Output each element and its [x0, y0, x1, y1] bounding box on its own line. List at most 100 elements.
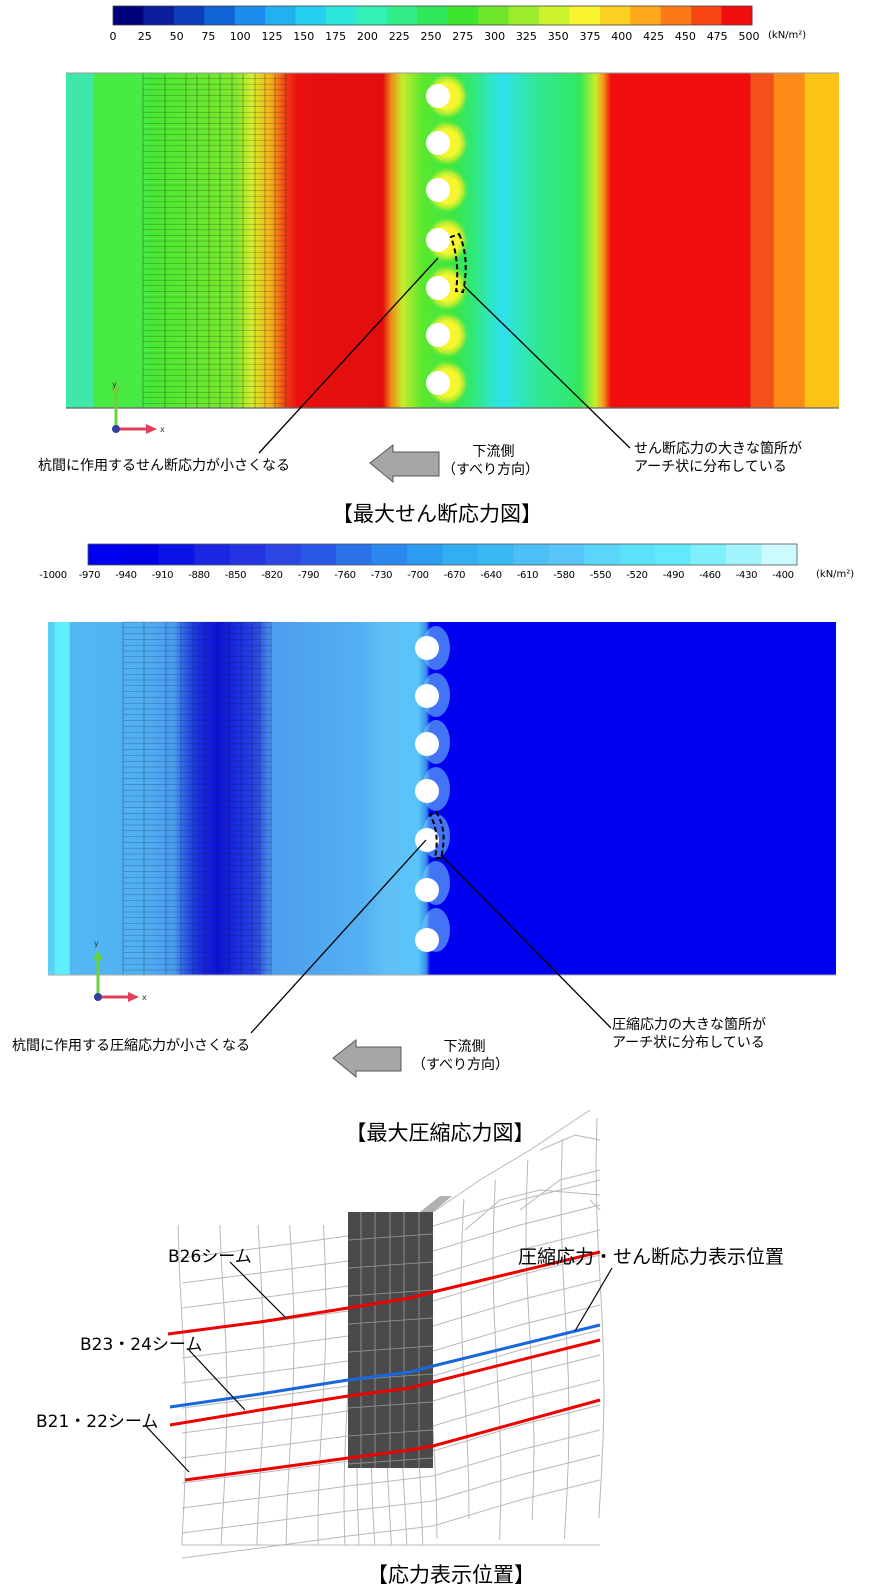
shear-legend-tick: 0 — [109, 30, 117, 43]
pile-circle — [415, 684, 439, 708]
comp-legend-swatch — [371, 544, 408, 565]
pile-circle — [426, 131, 450, 155]
axis-triad-icon — [111, 382, 157, 434]
shear-legend-swatch — [265, 6, 297, 25]
comp-legend-tick: -430 — [735, 570, 758, 581]
shear-legend-swatch — [295, 6, 327, 25]
shear-right-annotation-line1: せん断応力の大きな箇所が — [634, 441, 802, 457]
comp-legend-swatch — [336, 544, 373, 565]
seam-line-b21-22 — [184, 1398, 601, 1482]
shear-right-leader — [463, 285, 631, 449]
pile-circle — [426, 276, 450, 300]
shear-legend-bar — [112, 5, 753, 26]
pile-circle — [426, 84, 450, 108]
shear-legend-tick: 100 — [229, 30, 251, 43]
comp-legend-swatch — [548, 544, 585, 565]
downstream-arrow-icon — [332, 1038, 402, 1079]
comp-legend-swatch — [655, 544, 692, 565]
pile-block — [347, 1212, 434, 1468]
comp-legend-swatch — [690, 544, 727, 565]
comp-legend-swatch — [619, 544, 656, 565]
display-position-line — [169, 1323, 601, 1409]
comp-caption: 【最大圧縮応力図】 — [345, 1121, 535, 1145]
b26-leader — [229, 1261, 288, 1320]
shear-legend-tick: 75 — [201, 30, 216, 43]
comp-legend-tick: -790 — [297, 570, 320, 581]
pile-circle — [426, 371, 450, 395]
comp-legend-tick: -910 — [151, 570, 174, 581]
comp-legend-bar — [87, 543, 798, 566]
comp-right-annotation-line1: 圧縮応力の大きな箇所が — [612, 1017, 766, 1033]
shear-legend-swatch — [234, 6, 266, 25]
pile-circle — [415, 732, 439, 756]
shear-legend-swatch — [508, 6, 540, 25]
display-leader — [574, 1267, 613, 1332]
comp-left-leader — [250, 839, 427, 1034]
comp-legend-tick: -1000 — [39, 570, 67, 581]
comp-legend-swatch — [194, 544, 231, 565]
comp-legend-tick: -670 — [443, 570, 466, 581]
shear-legend-tick: 150 — [293, 30, 315, 43]
pile-circle — [415, 928, 439, 952]
pile-circle — [426, 323, 450, 347]
comp-legend-swatch — [123, 544, 160, 565]
pile-circle — [426, 178, 450, 202]
comp-legend-tick: -400 — [772, 570, 794, 581]
comp-legend-tick: -940 — [115, 570, 137, 581]
comp-legend-swatch — [407, 544, 443, 565]
shear-mesh-grid — [142, 72, 287, 408]
shear-legend-swatch — [478, 6, 510, 25]
label-b23-24: B23・24シーム — [80, 1335, 203, 1355]
comp-downstream-label: 下流側 （すべり方向） — [412, 1038, 509, 1074]
shear-legend-swatch — [539, 6, 570, 25]
shear-left-annotation: 杭間に作用するせん断応力が小さくなる — [38, 458, 290, 474]
comp-legend-swatch — [88, 544, 124, 565]
shear-arch-marker — [449, 232, 467, 294]
comp-legend-swatch — [761, 544, 798, 565]
comp-legend-unit: (kN/m²) — [816, 569, 855, 580]
pile-circle — [426, 228, 450, 252]
pile-circle — [415, 636, 439, 660]
shear-legend: 0 25 50 75 100 125 150 175 200 225 250 275 300 325 350… — [0, 0, 877, 50]
comp-right-annotation-line2: アーチ状に分布している — [612, 1035, 765, 1051]
comp-legend-tick: -730 — [370, 570, 393, 581]
shear-pile-row — [426, 84, 450, 395]
shear-legend-tick: 400 — [611, 30, 633, 43]
label-b21-22: B21・22シーム — [36, 1412, 159, 1432]
shear-legend-tick: 425 — [643, 30, 665, 43]
comp-legend-tick: -820 — [261, 570, 283, 581]
comp-legend-tick: -580 — [553, 570, 575, 581]
shear-left-leader — [258, 257, 439, 454]
comp-legend-tick: -970 — [78, 570, 101, 581]
downstream-label-line1: 下流側 — [472, 444, 515, 460]
shear-caption: 【最大せん断応力図】 — [332, 502, 542, 526]
shear-legend-tick: 225 — [388, 30, 410, 43]
shear-legend-swatch — [599, 6, 631, 25]
shear-legend-tick: 175 — [325, 30, 347, 43]
shear-legend-tick: 325 — [515, 30, 537, 43]
comp-legend-tick: -850 — [224, 570, 247, 581]
comp-legend-swatch — [229, 544, 266, 565]
comp-legend-swatch — [477, 544, 514, 565]
shear-legend-swatch — [569, 6, 601, 25]
shear-legend-swatch — [356, 6, 388, 25]
comp-legend-swatch — [265, 544, 302, 565]
axis-y-label: y — [112, 380, 117, 389]
shear-legend-tick: 375 — [579, 30, 601, 43]
shear-legend-tick: 300 — [484, 30, 506, 43]
shear-legend-tick: 500 — [738, 30, 760, 43]
position-caption: 【応力表示位置】 — [367, 1563, 535, 1587]
shear-legend-swatch — [660, 6, 692, 25]
axis-x-label: x — [142, 993, 147, 1002]
comp-right-leader — [440, 854, 612, 1029]
pile-circle — [415, 878, 439, 902]
comp-pile-row — [415, 636, 439, 952]
axis-x-label: x — [160, 425, 165, 434]
comp-legend-tick: -880 — [188, 570, 210, 581]
shear-legend-swatch — [691, 6, 723, 25]
comp-legend-tick: -520 — [626, 570, 648, 581]
shear-legend-tick: 50 — [169, 30, 184, 43]
comp-legend-swatch — [513, 544, 550, 565]
comp-legend-swatch — [442, 544, 479, 565]
